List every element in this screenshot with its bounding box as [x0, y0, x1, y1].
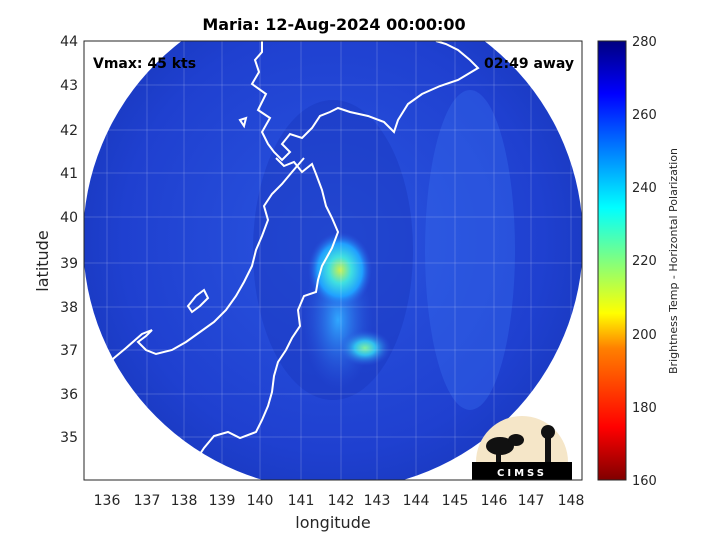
sado-island [186, 288, 210, 314]
hokkaido-coastline [250, 41, 480, 162]
colorbar-tick: 280 [632, 35, 657, 50]
kii-coastline [84, 379, 172, 480]
x-tick: 147 [518, 493, 545, 509]
y-tick: 37 [60, 343, 78, 359]
colorbar-label: Brightness Temp - Horizontal Polarizatio… [667, 148, 680, 374]
colorbar-tick: 200 [632, 328, 657, 343]
x-tick: 136 [94, 493, 121, 509]
tower-icon [545, 428, 551, 462]
x-axis-label: longitude [295, 513, 370, 532]
x-tick: 143 [364, 493, 391, 509]
convection-core [308, 232, 372, 308]
colorbar-tick: 180 [632, 401, 657, 416]
x-tick: 138 [171, 493, 198, 509]
ocean-band-east [425, 90, 515, 410]
y-tick: 36 [60, 387, 78, 403]
y-tick: 35 [60, 430, 78, 446]
coastlines [84, 41, 480, 480]
y-tick: 38 [60, 300, 78, 316]
x-axis: 136 137 138 139 140 141 142 143 144 145 … [94, 493, 585, 532]
y-tick: 43 [60, 78, 78, 94]
oshima-islet [238, 116, 248, 129]
colorbar-tick: 220 [632, 254, 657, 269]
vmax-annotation: Vmax: 45 kts [93, 56, 196, 72]
map-axes: CIMSS Vmax: 45 kts 02:49 away [83, 40, 583, 481]
x-tick: 145 [442, 493, 469, 509]
small-dish-icon [508, 434, 524, 446]
logo-text: CIMSS [497, 468, 547, 479]
convection-south [339, 330, 391, 366]
honshu-coastline [179, 157, 340, 480]
x-tick: 142 [328, 493, 355, 509]
colorbar: 160 180 200 220 240 260 280 Brightness T… [597, 35, 680, 489]
honshu-west-coastline [84, 157, 305, 385]
logo-banner [472, 462, 572, 480]
y-axis-label: latitude [33, 230, 52, 291]
y-tick: 40 [60, 210, 78, 226]
axes-frame [83, 40, 583, 481]
cimss-logo: CIMSS [472, 416, 572, 480]
x-tick: 148 [558, 493, 585, 509]
x-tick: 139 [209, 493, 236, 509]
colorbar-tick: 160 [632, 474, 657, 489]
x-tick: 144 [403, 493, 430, 509]
x-tick: 140 [247, 493, 274, 509]
colorbar-tick: 240 [632, 181, 657, 196]
y-tick: 42 [60, 123, 78, 139]
y-tick: 44 [60, 34, 78, 50]
x-tick: 137 [134, 493, 161, 509]
colorbar-gradient [597, 40, 627, 481]
y-tick: 39 [60, 256, 78, 272]
chart-title: Maria: 12-Aug-2024 00:00:00 [202, 15, 465, 34]
time-away-annotation: 02:49 away [484, 56, 574, 72]
y-tick: 41 [60, 166, 78, 182]
x-tick: 146 [481, 493, 508, 509]
colorbar-tick: 260 [632, 108, 657, 123]
x-tick: 141 [288, 493, 315, 509]
y-axis: 35 36 37 38 39 40 41 42 43 44 latitude [33, 34, 78, 446]
